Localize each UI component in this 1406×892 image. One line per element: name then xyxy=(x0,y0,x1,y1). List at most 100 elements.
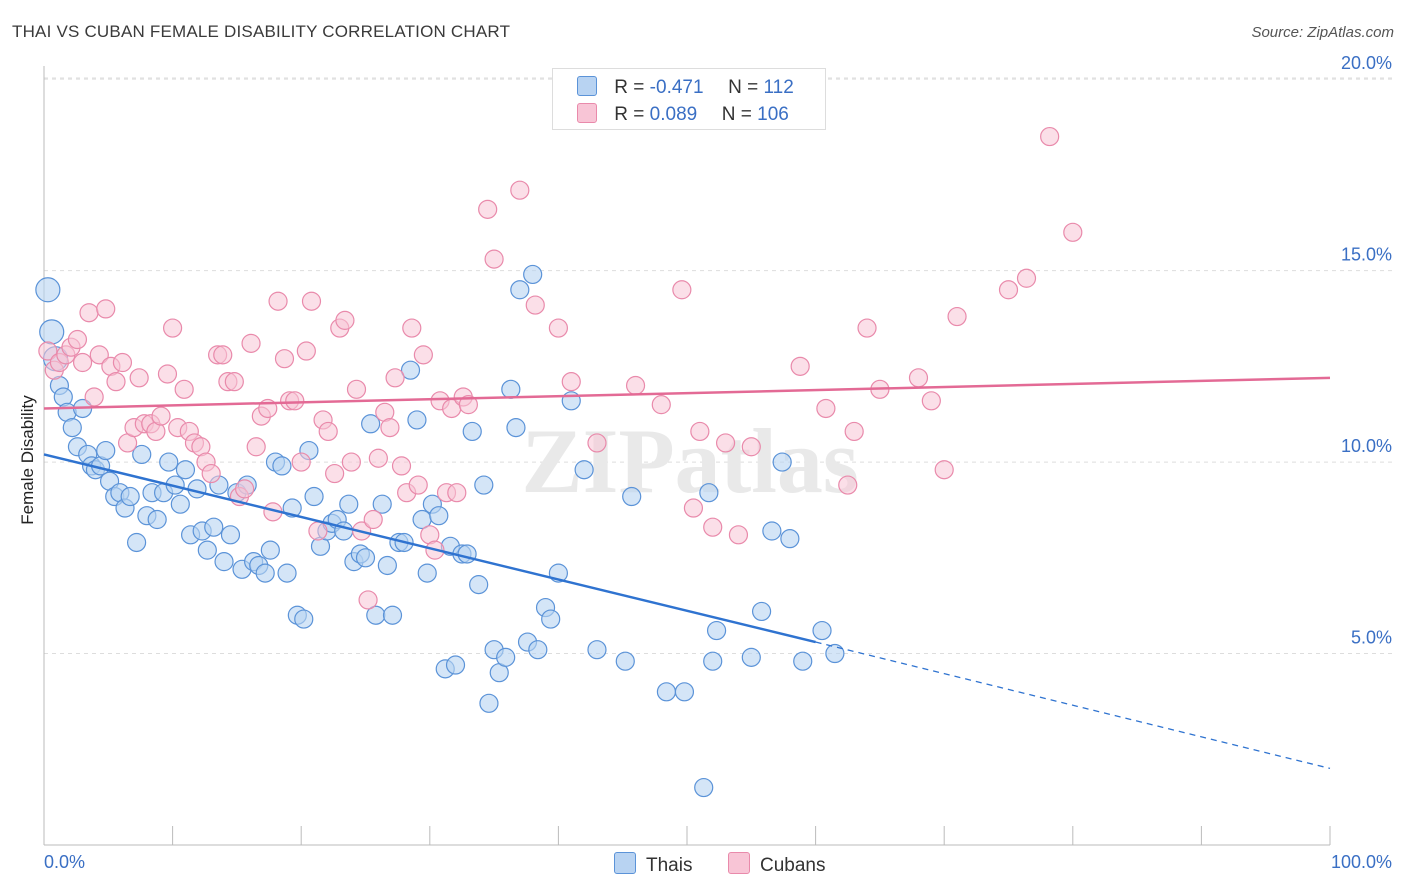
thais-legend-swatch xyxy=(614,852,636,874)
thais-point xyxy=(706,620,727,641)
cubans-point xyxy=(715,433,736,453)
thais-point xyxy=(523,264,543,285)
thais-point xyxy=(587,640,607,660)
thais-point xyxy=(417,563,437,583)
cubans-point xyxy=(484,249,504,269)
cubans-point xyxy=(335,310,355,330)
thais-point xyxy=(751,601,772,622)
thais-point xyxy=(159,452,179,472)
thais-point xyxy=(361,414,381,434)
cubans-point xyxy=(408,475,428,495)
thais-point xyxy=(474,475,494,495)
thais-point xyxy=(255,563,275,583)
chart-title: THAI VS CUBAN FEMALE DISABILITY CORRELAT… xyxy=(12,22,511,41)
thais-point xyxy=(457,544,477,564)
cubans-point xyxy=(1040,126,1060,147)
y-tick-label: 15.0% xyxy=(1341,245,1392,265)
cubans-point xyxy=(391,456,412,476)
cubans-point xyxy=(816,398,836,419)
cubans-point xyxy=(908,368,929,388)
watermark: ZIPatlas xyxy=(521,410,858,512)
thais-point xyxy=(780,529,800,549)
legend-item-cubans: Cubans xyxy=(728,852,826,877)
thais-point xyxy=(825,643,845,664)
cubans-point xyxy=(163,318,183,338)
cubans-point xyxy=(241,333,261,353)
cubans-point xyxy=(285,391,305,411)
cubans-point xyxy=(358,590,378,610)
x-tick-label: 0.0% xyxy=(44,852,85,872)
cubans-point xyxy=(72,352,93,373)
thais-point xyxy=(496,647,516,667)
cubans-point xyxy=(921,391,941,411)
thais-point xyxy=(147,509,167,530)
y-tick-label: 20.0% xyxy=(1341,53,1392,73)
thais-point xyxy=(339,494,359,514)
cubans-point xyxy=(246,437,266,457)
thais-point xyxy=(382,605,403,625)
series-cubans xyxy=(38,126,1083,610)
cubans-point xyxy=(363,509,383,530)
cubans-r-label: R = xyxy=(614,104,645,125)
thais-point xyxy=(126,532,147,553)
thais-point xyxy=(120,486,140,507)
cubans-point xyxy=(291,452,311,472)
cubans-point xyxy=(151,406,171,426)
legend-row-thais: R = -0.471 N = 112 xyxy=(577,76,794,99)
cubans-point xyxy=(741,437,761,457)
cubans-n-label: N = xyxy=(721,104,752,125)
cubans-point xyxy=(308,521,328,541)
thais-point xyxy=(304,486,324,507)
cubans-trend-line xyxy=(43,376,1331,410)
thais-point xyxy=(656,682,677,702)
legend-item-thais: Thais xyxy=(614,852,692,877)
thais-point xyxy=(96,440,116,461)
cubans-point xyxy=(683,498,704,518)
cubans-point xyxy=(651,395,671,415)
cubans-point xyxy=(672,280,692,300)
y-tick-label: 10.0% xyxy=(1341,436,1392,456)
cubans-point xyxy=(67,329,88,350)
thais-point xyxy=(762,521,782,541)
cubans-point xyxy=(84,387,104,407)
cubans-point xyxy=(1063,222,1083,242)
thais-point xyxy=(372,494,392,514)
cubans-point xyxy=(380,418,400,438)
thais-point xyxy=(574,460,594,480)
cubans-point xyxy=(413,345,433,365)
cubans-point xyxy=(934,460,954,480)
cubans-point xyxy=(1016,268,1037,288)
correlation-legend: R = -0.471 N = 112 R = 0.089 N = 106 xyxy=(552,68,826,130)
cubans-point xyxy=(998,280,1019,300)
trend-lines xyxy=(43,376,1331,770)
cubans-point xyxy=(947,306,967,327)
thais-point xyxy=(812,620,832,641)
thais-n-value: 112 xyxy=(763,77,794,98)
thais-point xyxy=(39,319,65,345)
thais-point xyxy=(197,540,217,560)
cubans-point xyxy=(89,345,109,365)
cubans-point xyxy=(325,463,345,484)
thais-point xyxy=(175,460,196,480)
cubans-point xyxy=(510,180,530,200)
cubans-legend-label: Cubans xyxy=(760,855,826,876)
thais-point xyxy=(272,456,292,476)
cubans-point xyxy=(96,299,116,319)
thais-point xyxy=(429,506,449,526)
series-thais xyxy=(35,264,845,798)
tick-labels: 5.0% 10.0% 15.0% 20.0% 0.0% 100.0% xyxy=(44,53,1392,872)
cubans-point xyxy=(728,525,749,545)
thais-n-label: N = xyxy=(728,77,759,98)
cubans-point xyxy=(844,421,864,442)
cubans-point xyxy=(478,199,498,219)
cubans-point xyxy=(690,421,710,442)
thais-point xyxy=(501,379,521,399)
cubans-point xyxy=(447,483,467,503)
cubans-point xyxy=(346,379,367,399)
thais-point xyxy=(277,563,297,583)
thais-point xyxy=(462,421,482,442)
thais-point xyxy=(622,486,642,507)
cubans-point xyxy=(201,463,221,484)
thais-point xyxy=(204,517,224,537)
thais-point xyxy=(510,280,530,300)
